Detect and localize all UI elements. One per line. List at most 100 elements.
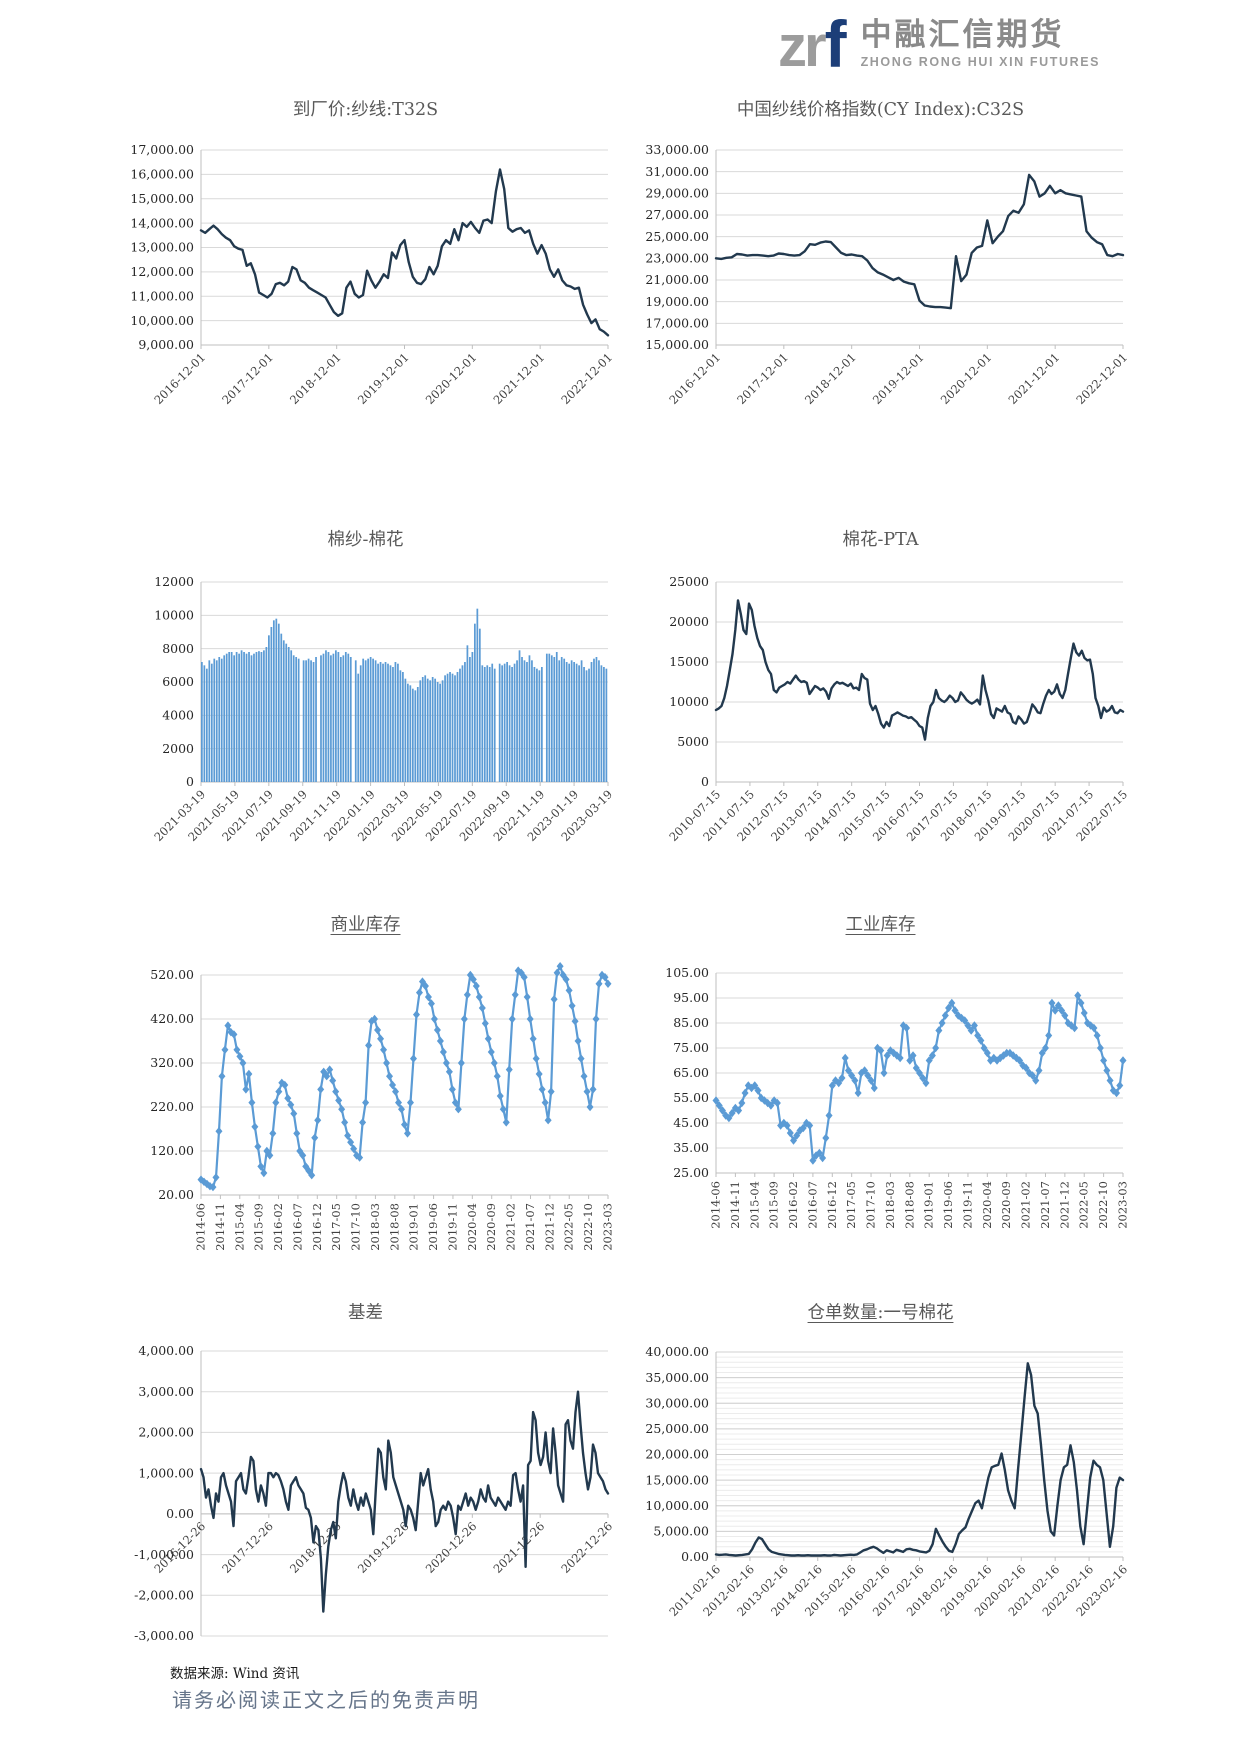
svg-text:31,000.00: 31,000.00 <box>645 164 709 179</box>
cy-index-c32s-line-chart: 15,000.00 17,000.00 19,000.00 21,000.00 23,0… <box>645 142 1130 407</box>
svg-text:420.00: 420.00 <box>150 1011 194 1026</box>
svg-text:2022-05: 2022-05 <box>562 1203 576 1251</box>
warehouse-receipts-line-chart: 0.00 5,000.00 10,000.00 15,000.00 20,000.00 2… <box>645 1344 1130 1619</box>
svg-text:23,000.00: 23,000.00 <box>645 251 709 266</box>
svg-text:25,000.00: 25,000.00 <box>645 1421 709 1436</box>
logo-zrf-mark: zr f <box>778 11 847 80</box>
svg-text:2016-07: 2016-07 <box>290 1203 304 1251</box>
svg-text:2020-09: 2020-09 <box>484 1203 498 1251</box>
svg-text:2021-12: 2021-12 <box>542 1203 556 1251</box>
svg-text:30,000.00: 30,000.00 <box>645 1395 709 1410</box>
svg-text:2022-12-01: 2022-12-01 <box>1073 350 1130 407</box>
svg-text:4000: 4000 <box>162 708 194 723</box>
svg-text:2021-02: 2021-02 <box>1019 1181 1033 1229</box>
svg-text:20.00: 20.00 <box>158 1187 194 1202</box>
company-logo: zr f 中融汇信期货 ZHONG RONG HUI XIN FUTURES <box>778 11 1101 80</box>
svg-text:2017-12-01: 2017-12-01 <box>734 350 791 407</box>
svg-text:25,000.00: 25,000.00 <box>645 229 709 244</box>
svg-text:2018-03: 2018-03 <box>883 1181 897 1229</box>
svg-text:20000: 20000 <box>669 614 709 629</box>
svg-text:2020-12-01: 2020-12-01 <box>423 350 480 407</box>
chart-title-yarn-t32s: 到厂价:纱线:T32S <box>292 100 439 120</box>
svg-text:12000: 12000 <box>154 574 194 589</box>
logo-zr-letters: zr <box>778 14 827 80</box>
svg-text:2017-10: 2017-10 <box>864 1181 878 1229</box>
svg-text:2023-03: 2023-03 <box>601 1203 615 1251</box>
svg-text:95.00: 95.00 <box>673 990 709 1005</box>
svg-text:105.00: 105.00 <box>665 965 709 980</box>
svg-text:2016-12-01: 2016-12-01 <box>151 350 208 407</box>
svg-text:2020-12-01: 2020-12-01 <box>938 350 995 407</box>
svg-text:35,000.00: 35,000.00 <box>645 1370 709 1385</box>
svg-text:8000: 8000 <box>162 641 194 656</box>
svg-text:13,000.00: 13,000.00 <box>130 240 194 255</box>
svg-text:2017-12-01: 2017-12-01 <box>219 350 276 407</box>
svg-text:5000: 5000 <box>677 734 709 749</box>
svg-text:2015-04: 2015-04 <box>747 1181 761 1229</box>
svg-text:2015-04: 2015-04 <box>232 1203 246 1251</box>
svg-text:2017-10: 2017-10 <box>349 1203 363 1251</box>
svg-text:2017-12-26: 2017-12-26 <box>219 1519 276 1576</box>
chart-title-cy-index-c32s: 中国纱线价格指数(CY Index):C32S <box>736 100 1025 120</box>
chart-panel-yarn-minus-cotton: 棉纱-棉花 0 2000 4000 6000 8000 10000 12000 2021-03… <box>113 528 618 867</box>
chart-title-industrial-inventory: 工业库存 <box>845 915 916 935</box>
svg-text:2021-12: 2021-12 <box>1057 1181 1071 1229</box>
svg-text:120.00: 120.00 <box>150 1143 194 1158</box>
svg-text:1,000.00: 1,000.00 <box>138 1465 194 1480</box>
cotton-minus-pta-line-chart: 05000100001500020000250002010-07-152011-… <box>666 574 1130 844</box>
disclaimer-note: 请务必阅读正文之后的免责声明 <box>172 1688 480 1712</box>
svg-text:45.00: 45.00 <box>673 1115 709 1130</box>
svg-text:2017-05: 2017-05 <box>844 1181 858 1229</box>
chart-title-basis: 基差 <box>348 1303 383 1323</box>
svg-text:15,000.00: 15,000.00 <box>130 191 194 206</box>
chart-panel-commercial-inventory: 商业库存 20.00 120.00 220.00 320.00 420.00 520.00… <box>113 913 618 1300</box>
svg-text:520.00: 520.00 <box>150 967 194 982</box>
svg-text:2017-05: 2017-05 <box>329 1203 343 1251</box>
chart-title-yarn-minus-cotton: 棉纱-棉花 <box>327 530 404 550</box>
chart-title-cotton-minus-pta: 棉花-PTA <box>842 530 919 550</box>
svg-text:17,000.00: 17,000.00 <box>645 316 709 331</box>
svg-text:3,000.00: 3,000.00 <box>138 1384 194 1399</box>
chart-panel-cy-index-c32s: 中国纱线价格指数(CY Index):C32S 15,000.00 17,000.… <box>628 98 1133 430</box>
commercial-inventory-marker-chart: 20.00 120.00 220.00 320.00 420.00 520.00 2014-… <box>150 962 615 1251</box>
svg-text:2018-12-01: 2018-12-01 <box>287 350 344 407</box>
chart-panel-industrial-inventory: 工业库存 25.00 35.00 45.00 55.00 65.00 75.00 85.00… <box>628 913 1133 1278</box>
svg-text:2016-12: 2016-12 <box>825 1181 839 1229</box>
svg-text:11,000.00: 11,000.00 <box>130 288 194 303</box>
svg-text:25000: 25000 <box>669 574 709 589</box>
svg-text:19,000.00: 19,000.00 <box>645 294 709 309</box>
svg-text:15,000.00: 15,000.00 <box>645 337 709 352</box>
svg-text:-3,000.00: -3,000.00 <box>134 1628 194 1643</box>
svg-text:2014-06: 2014-06 <box>194 1203 208 1251</box>
svg-text:2019-11: 2019-11 <box>960 1181 974 1229</box>
svg-text:27,000.00: 27,000.00 <box>645 207 709 222</box>
svg-text:2022-10: 2022-10 <box>1096 1181 1110 1229</box>
svg-text:29,000.00: 29,000.00 <box>645 186 709 201</box>
svg-text:2016-02: 2016-02 <box>786 1181 800 1229</box>
svg-text:2023-03: 2023-03 <box>1116 1181 1130 1229</box>
svg-text:21,000.00: 21,000.00 <box>645 272 709 287</box>
svg-text:75.00: 75.00 <box>673 1040 709 1055</box>
svg-text:2022-12-26: 2022-12-26 <box>558 1519 615 1576</box>
svg-text:2020-12-26: 2020-12-26 <box>423 1519 480 1576</box>
chart-panel-cotton-minus-pta: 棉花-PTA 0 5000 10000 15000 20000 25000 2010-07-… <box>628 528 1133 870</box>
svg-text:2018-08: 2018-08 <box>902 1181 916 1229</box>
svg-text:65.00: 65.00 <box>673 1065 709 1080</box>
logo-text: 中融汇信期货 ZHONG RONG HUI XIN FUTURES <box>861 19 1101 71</box>
svg-text:220.00: 220.00 <box>150 1099 194 1114</box>
svg-text:16,000.00: 16,000.00 <box>130 167 194 182</box>
svg-text:2020-04: 2020-04 <box>980 1181 994 1229</box>
svg-text:2019-01: 2019-01 <box>922 1181 936 1229</box>
svg-text:2022-05: 2022-05 <box>1077 1181 1091 1229</box>
svg-text:20,000.00: 20,000.00 <box>645 1447 709 1462</box>
chart-title-warehouse-receipts: 仓单数量:一号棉花 <box>807 1303 954 1323</box>
svg-text:320.00: 320.00 <box>150 1055 194 1070</box>
svg-text:2020-09: 2020-09 <box>999 1181 1013 1229</box>
svg-text:2014-11: 2014-11 <box>213 1203 227 1251</box>
svg-text:15000: 15000 <box>669 654 709 669</box>
svg-text:2018-03: 2018-03 <box>368 1203 382 1251</box>
svg-text:2014-11: 2014-11 <box>728 1181 742 1229</box>
svg-text:2021-12-26: 2021-12-26 <box>490 1519 547 1576</box>
svg-text:2019-01: 2019-01 <box>407 1203 421 1251</box>
svg-text:0: 0 <box>701 774 709 789</box>
